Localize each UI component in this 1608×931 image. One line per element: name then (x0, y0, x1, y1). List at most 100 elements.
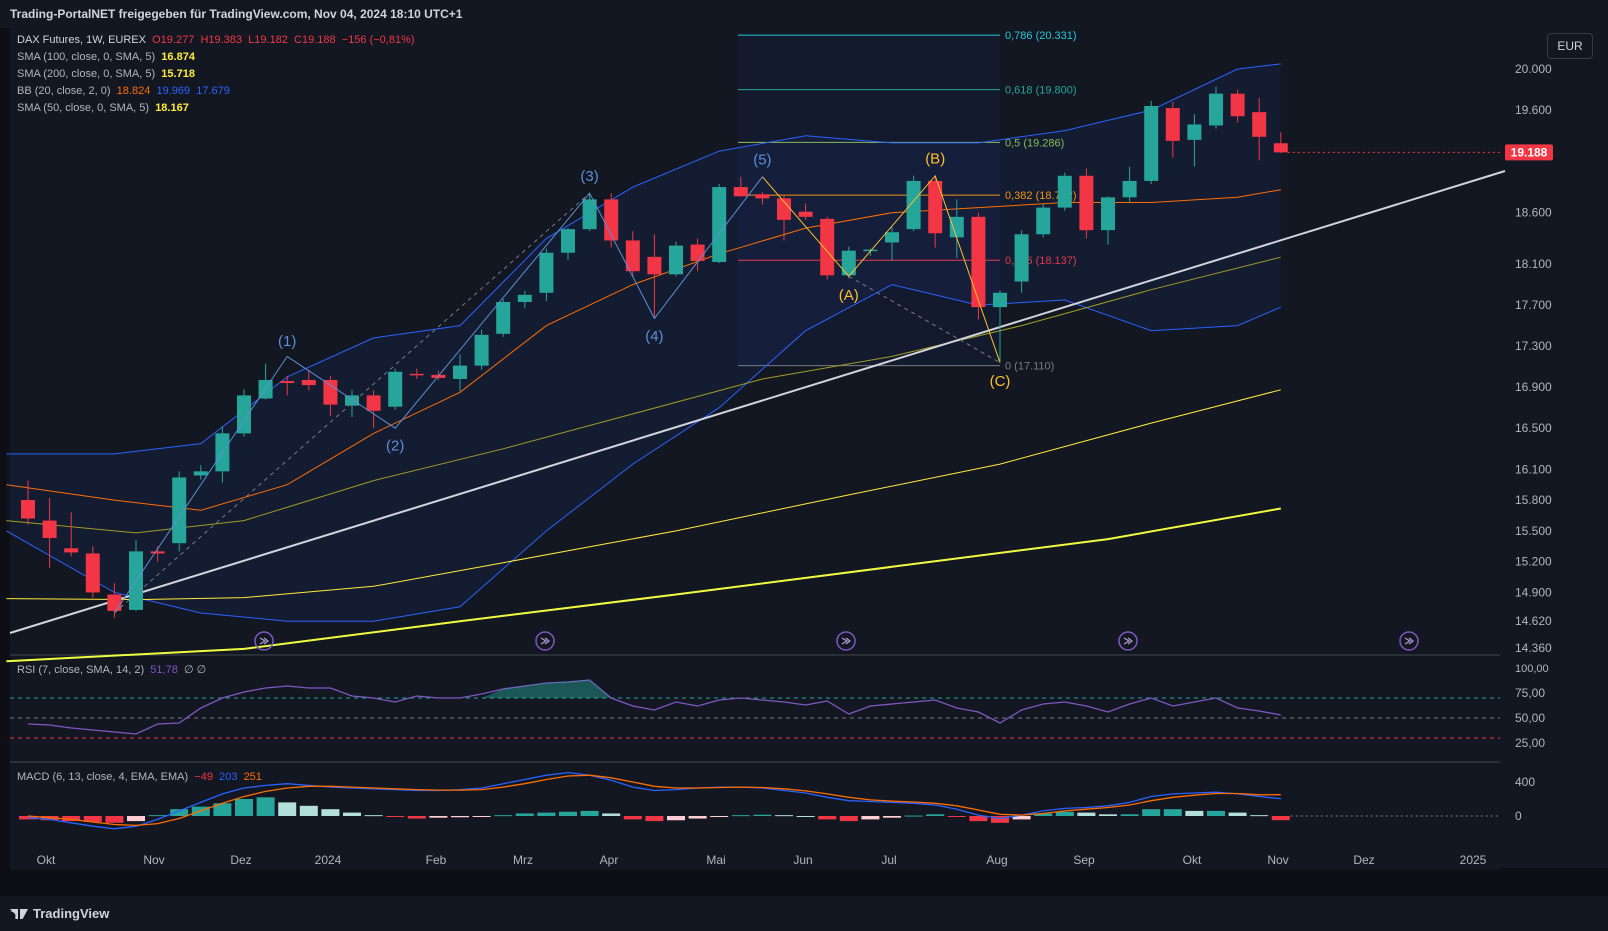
price-tick-label: 18.100 (1515, 257, 1552, 271)
elliott-wave-label: (3) (580, 168, 598, 185)
macd-histogram-bar (667, 816, 685, 821)
legend-sma100-value: 16.874 (161, 51, 195, 63)
time-tick-label: 2024 (315, 853, 342, 867)
candle-body (193, 471, 208, 476)
macd-histogram-bar (1012, 816, 1031, 820)
candle-body (993, 292, 1007, 308)
macd-histogram-bar (256, 797, 275, 816)
price-axis (1500, 28, 1608, 868)
time-tick-label: Aug (986, 853, 1007, 867)
candle-body (669, 245, 683, 275)
macd-histogram-bar (753, 814, 772, 816)
legend-sma100-label[interactable]: SMA (100, close, 0, SMA, 5) (17, 51, 156, 63)
macd-histogram-bar (623, 816, 642, 820)
price-tick-label: 17.300 (1515, 339, 1552, 353)
fib-level-label: 0,786 (20.331) (1005, 30, 1077, 42)
sma200-line (6, 507, 1281, 663)
candle-body (1101, 197, 1115, 231)
tradingview-brand: TradingView (33, 906, 110, 921)
rsi-label[interactable]: RSI (7, close, SMA, 14, 2) (17, 664, 145, 676)
time-tick-label: Sep (1073, 853, 1095, 867)
macd-signal-value: 251 (243, 771, 262, 783)
rsi-tick-label: 50,00 (1515, 711, 1545, 725)
candle-body (85, 553, 100, 593)
candle-body (604, 199, 619, 241)
tradingview-logo[interactable]: TradingView (10, 906, 109, 921)
macd-histogram-bar (602, 813, 621, 816)
legend-bb-label[interactable]: BB (20, close, 2, 0) (17, 85, 111, 97)
dividend-marker-arrow-icon (841, 637, 851, 645)
legend-sma50-row[interactable]: SMA (50, close, 0, SMA, 5) 18.167 (17, 102, 189, 114)
elliott-wave-label: (B) (925, 150, 945, 167)
legend-sma200-label[interactable]: SMA (200, close, 0, SMA, 5) (17, 68, 156, 80)
price-tick-label: 17.700 (1515, 298, 1552, 312)
time-tick-label: Okt (37, 853, 56, 867)
macd-histogram-bar (148, 815, 167, 817)
candle-body (625, 240, 640, 272)
macd-label[interactable]: MACD (6, 13, close, 4, EMA, EMA) (17, 771, 189, 783)
rsi-line (27, 679, 1281, 735)
rsi-legend[interactable]: RSI (7, close, SMA, 14, 2) 51,78 ∅ ∅ (17, 663, 206, 676)
candle-body (345, 395, 359, 406)
candle-body (409, 373, 424, 376)
candle-body (474, 334, 489, 366)
sma50-line (6, 256, 1281, 534)
legend-sma100-row[interactable]: SMA (100, close, 0, SMA, 5) 16.874 (17, 51, 195, 63)
candle-body (42, 520, 57, 539)
candle-body (733, 187, 748, 197)
macd-histogram-bar (407, 816, 426, 819)
candle-body (1079, 175, 1094, 231)
legend-symbol-row[interactable]: DAX Futures, 1W, EUREX O19.277 H19.383 L… (17, 34, 415, 46)
legend-symbol[interactable]: DAX Futures, 1W, EUREX (17, 34, 146, 46)
macd-tick-label: 0 (1515, 809, 1522, 823)
currency-button[interactable]: EUR (1547, 33, 1593, 59)
fib-level-label: 0,5 (19.286) (1005, 137, 1064, 149)
legend-change: −156 (−0,81%) (341, 34, 415, 46)
macd-histogram-bar (343, 812, 361, 816)
elliott-wave-label: (4) (645, 328, 663, 345)
legend-bb-upper: 19.969 (156, 85, 191, 97)
macd-histogram-bar (796, 816, 815, 817)
legend-sma50-label[interactable]: SMA (50, close, 0, SMA, 5) (17, 102, 150, 114)
macd-histogram-bar (580, 810, 599, 816)
macd-histogram-bar (731, 815, 750, 817)
candle-body (1209, 93, 1223, 126)
macd-hist-value: −49 (194, 771, 213, 783)
candle-body (1252, 112, 1267, 137)
macd-line (27, 771, 1281, 830)
price-tick-label: 18.600 (1515, 206, 1552, 220)
candle-body (820, 218, 835, 276)
candle-body (561, 229, 575, 253)
dividend-marker-icon (254, 631, 274, 651)
elliott-wave-label: (1) (278, 333, 296, 350)
macd-legend[interactable]: MACD (6, 13, close, 4, EMA, EMA) −49 203… (17, 771, 262, 783)
elliott-correction-line (762, 174, 1001, 363)
macd-histogram-bar (127, 816, 145, 822)
elliott-wave-label: (A) (839, 287, 859, 304)
candle-body (388, 371, 403, 407)
legend-bb-lower: 17.679 (196, 85, 230, 97)
candle-body (777, 198, 791, 220)
candle-body (301, 379, 316, 386)
time-tick-label: Mrz (513, 853, 533, 867)
macd-histogram-bar (688, 816, 707, 819)
legend-bb-row[interactable]: BB (20, close, 2, 0) 18.824 19.969 17.67… (17, 85, 230, 97)
macd-histogram-bar (1271, 816, 1290, 821)
legend-sma200-row[interactable]: SMA (200, close, 0, SMA, 5) 15.718 (17, 68, 195, 80)
macd-histogram-bar (1207, 810, 1225, 816)
candle-body (690, 244, 705, 261)
macd-histogram-bar (645, 816, 664, 822)
macd-histogram-bar (883, 816, 901, 818)
candle-body (280, 381, 295, 384)
candle-body (1122, 180, 1137, 198)
dividend-marker-icon (1118, 631, 1138, 651)
macd-histogram-bar (559, 811, 577, 816)
macd-histogram-bar (235, 799, 253, 816)
macd-histogram-bar (1120, 814, 1139, 816)
macd-tick-label: 400 (1515, 775, 1535, 789)
bollinger-band-fill (6, 63, 1281, 622)
candle-body (453, 365, 467, 379)
macd-histogram-bar (62, 816, 81, 822)
legend-open: O19.277 (152, 34, 195, 46)
